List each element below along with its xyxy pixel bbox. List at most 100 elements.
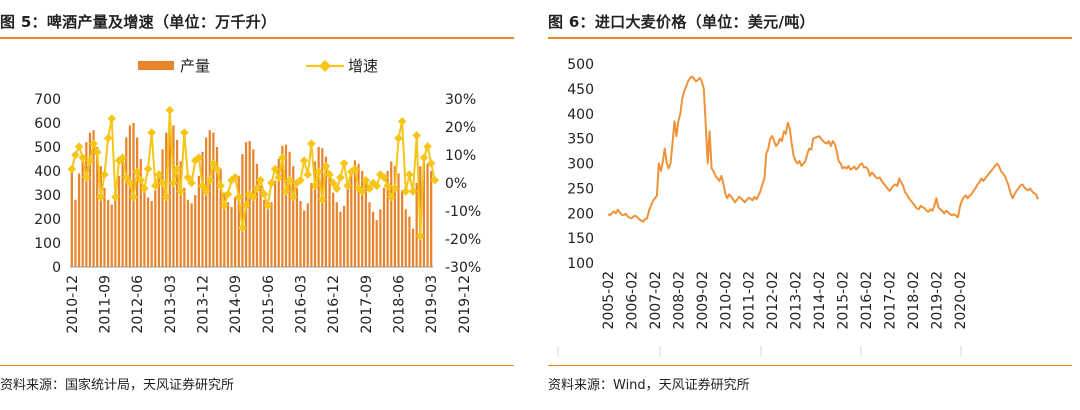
- y-tick-label: 200: [567, 206, 594, 222]
- bar-output: [332, 192, 335, 267]
- bar-output: [157, 171, 161, 267]
- growth-point: [103, 133, 113, 143]
- price-line: [607, 75, 1039, 223]
- bar-output: [103, 187, 106, 267]
- x-tick-label: 2020-02: [953, 271, 969, 330]
- bar-output: [270, 202, 273, 267]
- x-tick-label: 2015-06: [261, 275, 277, 334]
- bar-output: [411, 228, 415, 267]
- bar-output: [401, 190, 404, 267]
- growth-point: [397, 117, 407, 126]
- bar-output: [143, 185, 146, 267]
- growth-point: [394, 133, 403, 143]
- growth-point: [234, 192, 244, 202]
- barley-price-chart: 100 150 200 250 300 350 400 450 500 2005-02 2006-0…: [557, 57, 1039, 357]
- bar-output: [310, 183, 313, 267]
- x-tick-label: 2007-02: [648, 271, 664, 330]
- growth-point: [132, 167, 142, 177]
- growth-point: [187, 178, 196, 188]
- legend-marker-growth: [319, 60, 331, 72]
- legend-label-growth: 增速: [348, 57, 378, 75]
- y-tick-label: 150: [567, 231, 594, 247]
- bar-output: [234, 197, 237, 267]
- growth-point: [107, 114, 117, 123]
- chart-title: 图 6：进口大麦价格（单位：美元/吨）: [548, 13, 815, 31]
- bar-output: [386, 171, 389, 267]
- x-tick-label: 2019-12: [457, 275, 473, 334]
- growth-point: [383, 181, 392, 191]
- bar-output: [92, 130, 95, 267]
- x-tick-label: 2010-12: [65, 275, 81, 334]
- bar-output: [364, 180, 367, 267]
- growth-point: [249, 192, 258, 202]
- bar-output: [361, 171, 364, 267]
- source-rule: [548, 365, 1072, 366]
- growth-point: [415, 231, 425, 241]
- growth-point: [401, 187, 411, 196]
- bar-output: [168, 120, 171, 267]
- growth-point: [67, 164, 77, 174]
- bar-output: [335, 202, 338, 267]
- growth-point: [125, 178, 135, 188]
- title-rule: [0, 37, 514, 39]
- growth-point: [180, 128, 189, 137]
- y2-tick-label: 20%: [445, 120, 476, 136]
- growth-point: [143, 164, 153, 174]
- growth-point: [219, 201, 229, 210]
- growth-point: [321, 161, 331, 171]
- y-tick-label: 0: [52, 260, 61, 276]
- growth-point: [281, 187, 291, 196]
- bar-output: [197, 175, 200, 267]
- bar-output: [190, 203, 193, 267]
- bar-output: [241, 154, 244, 267]
- bar-output: [313, 161, 317, 267]
- bar-output: [408, 216, 411, 267]
- growth-point: [74, 142, 84, 151]
- growth-point: [82, 173, 91, 182]
- x-tick-label: 2018-06: [392, 275, 408, 334]
- x-tick-label: 2013-12: [195, 275, 211, 334]
- bar-output: [99, 166, 102, 267]
- growth-point: [121, 173, 131, 182]
- bar-output: [215, 147, 219, 267]
- growth-point: [426, 159, 436, 168]
- right-chart-panel: 图 6：进口大麦价格（单位：美元/吨） 100 150 200 250 300 350 40…: [548, 0, 1080, 410]
- growth-point: [241, 201, 251, 210]
- bar-output: [219, 168, 222, 267]
- y-tick-label: 300: [34, 188, 61, 204]
- bar-output: [230, 207, 233, 267]
- bar-output: [212, 132, 215, 267]
- growth-point: [96, 192, 106, 202]
- x-tick-label: 2013-03: [163, 275, 179, 334]
- bar-output: [226, 202, 230, 267]
- growth-point: [190, 156, 200, 165]
- y-tick-label: 400: [34, 164, 61, 180]
- growth-point: [288, 192, 298, 202]
- x-tick-label: 2019-03: [424, 275, 440, 334]
- growth-point: [85, 156, 95, 165]
- x-tick-label: 2017-02: [882, 271, 898, 330]
- bar-output: [259, 185, 262, 267]
- bar-output: [194, 195, 197, 267]
- bar-output: [321, 148, 324, 267]
- x-tick-label: 2017-09: [359, 275, 375, 334]
- x-tick-label: 2005-02: [601, 271, 617, 330]
- y2-tick-label: -20%: [445, 232, 481, 248]
- growth-point: [357, 187, 367, 196]
- bar-output: [317, 147, 320, 267]
- legend-label-output: 产量: [180, 57, 210, 75]
- x-tick-label: 2008-02: [671, 271, 687, 330]
- growth-point: [259, 189, 269, 199]
- growth-point: [317, 195, 327, 205]
- bar-output: [328, 171, 331, 267]
- y-tick-label: 100: [34, 236, 61, 252]
- bar-output: [146, 197, 150, 267]
- beer-output-chart: 产量 增速 0 100 200 300 400 500 600 700 -30% -20% -10% 0%…: [34, 57, 481, 334]
- y-tick-label: 700: [34, 92, 61, 108]
- growth-point: [299, 156, 309, 165]
- growth-point: [176, 187, 186, 196]
- growth-point: [336, 173, 345, 182]
- growth-point: [140, 184, 149, 193]
- growth-point: [350, 164, 360, 174]
- y-tick-label: 200: [34, 212, 61, 228]
